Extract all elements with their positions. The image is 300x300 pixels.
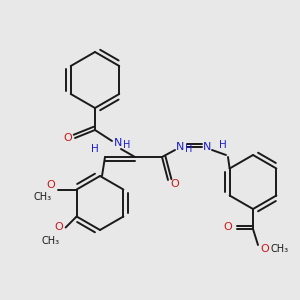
- Text: H: H: [91, 144, 99, 154]
- Text: O: O: [64, 133, 72, 143]
- Text: O: O: [171, 179, 179, 189]
- Text: H: H: [219, 140, 227, 150]
- Text: O: O: [46, 181, 55, 190]
- Text: H: H: [185, 144, 193, 154]
- Text: CH₃: CH₃: [271, 244, 289, 254]
- Text: N: N: [176, 142, 184, 152]
- Text: N: N: [114, 138, 122, 148]
- Text: O: O: [224, 222, 232, 232]
- Text: H: H: [123, 140, 131, 150]
- Text: CH₃: CH₃: [42, 236, 60, 245]
- Text: CH₃: CH₃: [34, 193, 52, 202]
- Text: O: O: [261, 244, 269, 254]
- Text: N: N: [203, 142, 211, 152]
- Text: O: O: [54, 223, 63, 232]
